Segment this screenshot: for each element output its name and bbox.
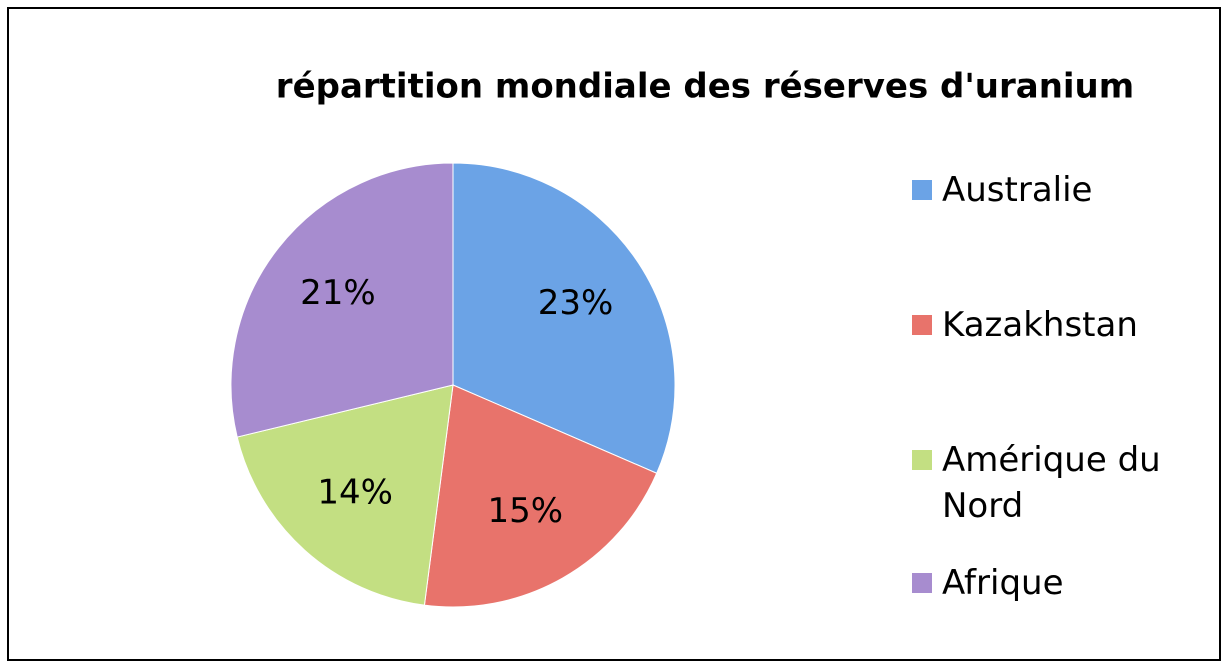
legend-label: Australie bbox=[942, 170, 1093, 210]
legend-swatch bbox=[912, 450, 932, 470]
legend-item: Kazakhstan bbox=[912, 302, 1202, 348]
pie-slice bbox=[230, 162, 454, 438]
data-label: 15% bbox=[488, 491, 564, 531]
chart-title: répartition mondiale des réserves d'uran… bbox=[276, 67, 1134, 107]
pie-slice bbox=[452, 162, 676, 474]
pie-slice bbox=[423, 384, 658, 608]
legend-swatch bbox=[912, 180, 932, 200]
data-label: 23% bbox=[538, 283, 614, 323]
legend-label: Amérique du Nord bbox=[942, 440, 1161, 526]
legend-swatch bbox=[912, 315, 932, 335]
legend-item: Amérique du Nord bbox=[912, 437, 1202, 529]
legend-item: Afrique bbox=[912, 560, 1202, 606]
data-label: 21% bbox=[300, 273, 376, 313]
legend-label: Kazakhstan bbox=[942, 305, 1138, 345]
data-label: 14% bbox=[317, 473, 393, 513]
legend-swatch bbox=[912, 573, 932, 593]
legend-item: Australie bbox=[912, 167, 1202, 213]
pie-slice bbox=[236, 384, 454, 606]
legend-label: Afrique bbox=[942, 563, 1064, 603]
